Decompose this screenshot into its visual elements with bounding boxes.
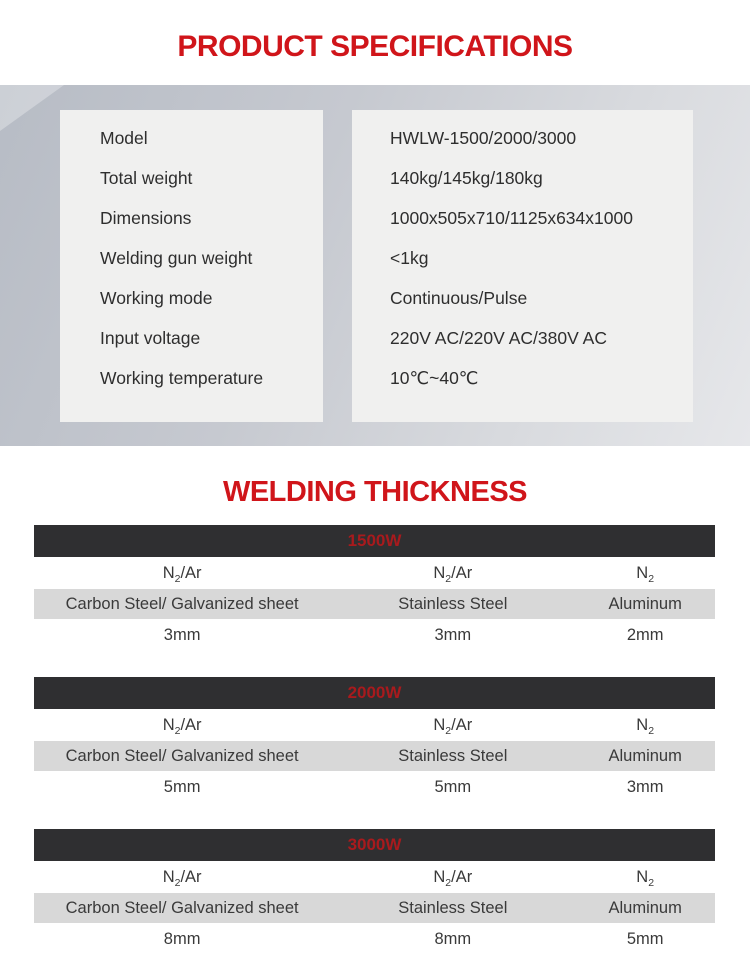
thickness-cell: 8mm <box>163 929 201 948</box>
spec-value-dimensions: 1000x505x710/1125x634x1000 <box>390 207 633 228</box>
material-cell: Aluminum <box>608 594 682 613</box>
gas-subscript: 2 <box>648 724 655 737</box>
spec-label-model: Model <box>100 127 148 148</box>
gas-row: N2/Ar N2/Ar N2 <box>34 861 715 893</box>
power-bar-2000w: 2000W <box>34 677 715 709</box>
material-cell: Stainless Steel <box>398 594 508 613</box>
thickness-row: 3mm 3mm 2mm <box>34 619 715 651</box>
material-row: Carbon Steel/ Galvanized sheet Stainless… <box>34 741 715 771</box>
gas-row: N2/Ar N2/Ar N2 <box>34 709 715 741</box>
material-cell: Carbon Steel/ Galvanized sheet <box>65 746 299 765</box>
material-row: Carbon Steel/ Galvanized sheet Stainless… <box>34 893 715 923</box>
thickness-cell: 3mm <box>163 625 201 644</box>
spec-label-dimensions: Dimensions <box>100 207 192 228</box>
spec-value-model: HWLW-1500/2000/3000 <box>390 127 577 148</box>
thickness-cell: 5mm <box>626 929 664 948</box>
material-cell: Carbon Steel/ Galvanized sheet <box>65 594 299 613</box>
welding-thickness-title: WELDING THICKNESS <box>222 476 528 508</box>
material-cell: Carbon Steel/ Galvanized sheet <box>65 898 299 917</box>
product-specifications-section: Model Total weight Dimensions Welding gu… <box>0 85 750 446</box>
thickness-cell: 2mm <box>626 625 664 644</box>
spec-values-box: HWLW-1500/2000/3000 140kg/145kg/180kg 10… <box>352 110 693 422</box>
material-row: Carbon Steel/ Galvanized sheet Stainless… <box>34 589 715 619</box>
gas-cell: N2/Ar <box>162 867 202 889</box>
power-bar-3000w: 3000W <box>34 829 715 861</box>
spec-value-welding-gun-weight: <1kg <box>390 247 429 268</box>
spec-label-total-weight: Total weight <box>100 167 193 188</box>
spec-label-working-temperature: Working temperature <box>100 367 264 388</box>
gas-cell: N2/Ar <box>433 715 473 737</box>
thickness-tables: 1500W N2/Ar N2/Ar N2 Carbon Steel/ Galva… <box>34 525 715 975</box>
gas-cell: N2 <box>636 715 655 737</box>
gas-subscript: 2 <box>648 876 655 889</box>
gas-subscript: 2 <box>174 724 181 737</box>
spec-value-working-mode: Continuous/Pulse <box>390 287 528 308</box>
spec-label-welding-gun-weight: Welding gun weight <box>100 247 253 268</box>
gas-cell: N2/Ar <box>433 563 473 585</box>
gas-cell: N2/Ar <box>162 563 202 585</box>
material-cell: Stainless Steel <box>398 898 508 917</box>
thickness-cell: 8mm <box>434 929 472 948</box>
material-cell: Aluminum <box>608 898 682 917</box>
gas-cell: N2 <box>636 867 655 889</box>
spec-label-input-voltage: Input voltage <box>100 327 201 348</box>
thickness-cell: 5mm <box>434 777 472 796</box>
spec-label-working-mode: Working mode <box>100 287 213 308</box>
thickness-row: 8mm 8mm 5mm <box>34 923 715 955</box>
spec-labels-box: Model Total weight Dimensions Welding gu… <box>60 110 323 422</box>
gas-cell: N2/Ar <box>433 867 473 889</box>
gas-subscript: 2 <box>648 572 655 585</box>
thickness-table-2000w: 2000W N2/Ar N2/Ar N2 Carbon Steel/ Galva… <box>34 677 715 803</box>
thickness-table-1500w: 1500W N2/Ar N2/Ar N2 Carbon Steel/ Galva… <box>34 525 715 651</box>
thickness-cell: 5mm <box>163 777 201 796</box>
gas-subscript: 2 <box>445 876 452 889</box>
material-cell: Stainless Steel <box>398 746 508 765</box>
gas-cell: N2 <box>636 563 655 585</box>
gas-cell: N2/Ar <box>162 715 202 737</box>
gas-subscript: 2 <box>174 876 181 889</box>
spec-value-working-temperature: 10℃~40℃ <box>390 367 479 388</box>
thickness-cell: 3mm <box>434 625 472 644</box>
gas-subscript: 2 <box>174 572 181 585</box>
gas-subscript: 2 <box>445 724 452 737</box>
material-cell: Aluminum <box>608 746 682 765</box>
thickness-cell: 3mm <box>626 777 664 796</box>
gas-subscript: 2 <box>445 572 452 585</box>
page-title: PRODUCT SPECIFICATIONS <box>177 30 573 63</box>
gas-row: N2/Ar N2/Ar N2 <box>34 557 715 589</box>
power-bar-1500w: 1500W <box>34 525 715 557</box>
thickness-row: 5mm 5mm 3mm <box>34 771 715 803</box>
spec-value-input-voltage: 220V AC/220V AC/380V AC <box>390 327 607 348</box>
corner-highlight-decoration <box>0 85 64 131</box>
spec-value-total-weight: 140kg/145kg/180kg <box>390 167 543 188</box>
thickness-table-3000w: 3000W N2/Ar N2/Ar N2 Carbon Steel/ Galva… <box>34 829 715 955</box>
